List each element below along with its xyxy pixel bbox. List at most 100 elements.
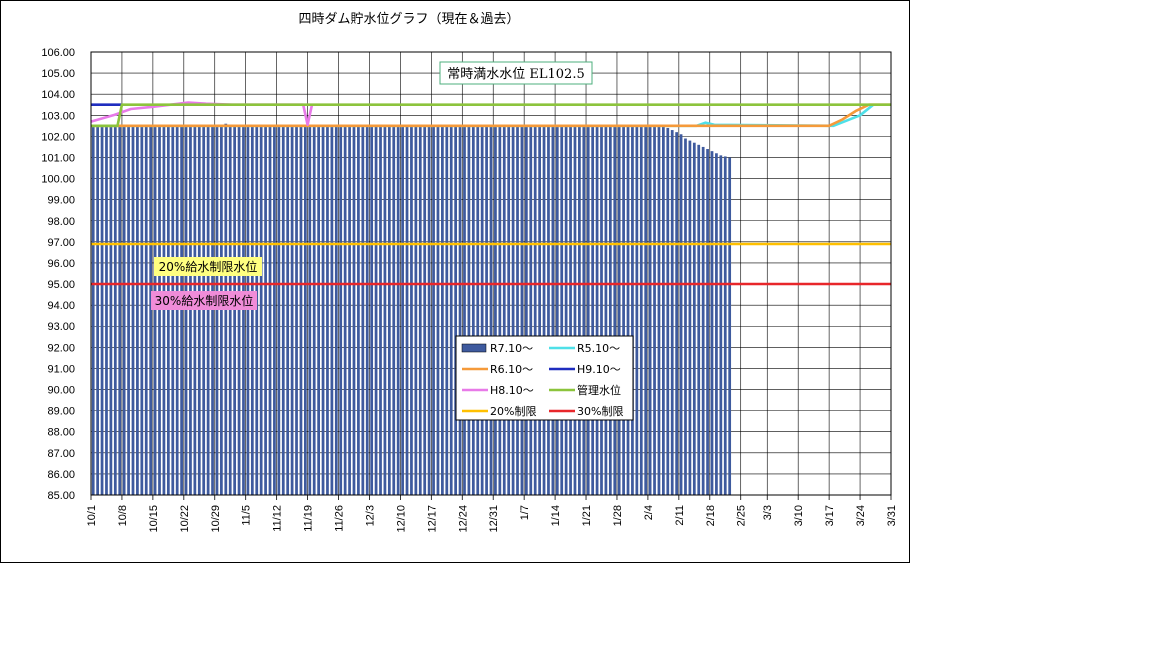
bar [264,125,267,495]
legend-label: 管理水位 [577,383,621,397]
limit20-label: 20%給水制限水位 [159,259,258,274]
bar [608,125,612,495]
bar [392,125,396,495]
bar [268,125,272,495]
bar [131,125,135,495]
bar [127,125,130,495]
bar [105,125,108,495]
x-axis-ticks: 10/1 10/8 10/15 10/22 10/29 11/5 11/12 11/19 11/… [86,495,898,533]
bar [118,125,122,495]
bar [140,125,144,495]
bar [476,125,480,495]
bar [613,125,617,495]
bar [339,125,343,495]
limit30-annotation: 30%給水制限水位 [151,291,257,310]
bar [246,125,250,495]
bar [153,125,157,495]
y-tick-label: 101.00 [41,152,75,164]
full-level-annotation: 常時満水水位 EL102.5 [439,61,593,85]
bar [692,142,696,495]
bar [662,125,665,495]
bar [290,125,294,495]
bar [533,125,537,495]
bar [524,125,528,495]
full-level-box [439,61,593,85]
bar [697,144,701,496]
bar [710,151,714,495]
bar [215,125,219,495]
legend-label: R6.10～ [490,363,533,376]
legend-label: 20%制限 [490,405,536,418]
y-tick-label: 89.00 [47,406,75,418]
bar [220,125,223,495]
y-tick-label: 98.00 [47,216,75,228]
bar [675,132,679,495]
y-tick-label: 106.00 [41,47,75,59]
y-tick-label: 99.00 [47,195,75,207]
x-tick-label: 12/24 [457,505,469,533]
legend-label: 30%制限 [577,405,623,418]
legend-swatch [461,343,487,353]
bar [286,125,290,495]
x-tick-label: 1/28 [612,505,624,526]
bar [91,125,95,495]
bar [520,125,524,495]
bar [189,125,192,495]
bar [516,125,519,495]
y-tick-label: 85.00 [47,490,75,502]
bar [432,125,435,495]
bar [427,125,431,495]
bar [175,125,179,495]
y-tick-label: 102.00 [41,131,75,143]
bar [600,125,603,495]
bar [343,125,347,495]
series-line [90,101,314,127]
bar [387,125,391,495]
x-tick-label: 12/10 [395,505,407,533]
bar [560,125,564,495]
bar [657,125,661,495]
bar [418,125,422,495]
bar [591,125,595,495]
bar [485,125,488,495]
x-tick-label: 11/12 [272,505,284,532]
bar [622,125,625,495]
x-tick-label: 10/8 [117,505,129,526]
y-tick-label: 104.00 [41,89,75,101]
chart-frame: 四時ダム貯水位グラフ（現在＆過去） 85.00 86.00 87.00 88.00 89… [0,0,910,563]
x-tick-label: 11/19 [303,505,315,532]
bar [113,125,117,495]
bar [564,125,568,495]
bar [489,125,493,495]
legend-label: R5.10～ [577,342,620,355]
bar [281,125,285,495]
plot-area-border [90,51,892,496]
bar [441,125,444,495]
line-series [90,101,891,286]
bar [644,125,648,495]
x-tick-label: 1/7 [519,505,531,520]
bar [463,125,466,495]
x-tick-label: 11/5 [241,505,253,526]
x-tick-label: 3/24 [855,505,867,526]
bar [299,125,303,495]
bar [688,140,692,495]
bar [295,125,298,495]
bar [184,125,188,495]
x-tick-label: 12/17 [426,505,438,533]
bar [273,125,276,495]
bar [538,125,541,495]
bar [494,125,497,495]
bar [193,125,197,495]
bar [639,125,643,495]
x-tick-label: 1/21 [581,505,593,526]
legend-label: H8.10～ [490,384,534,397]
bar [471,125,475,495]
bar [666,127,670,495]
bar-series [91,123,732,496]
bar [330,125,334,495]
x-tick-label: 2/4 [643,505,655,520]
bar [728,157,732,495]
y-tick-label: 103.00 [41,110,75,122]
limit30-box [151,291,257,310]
